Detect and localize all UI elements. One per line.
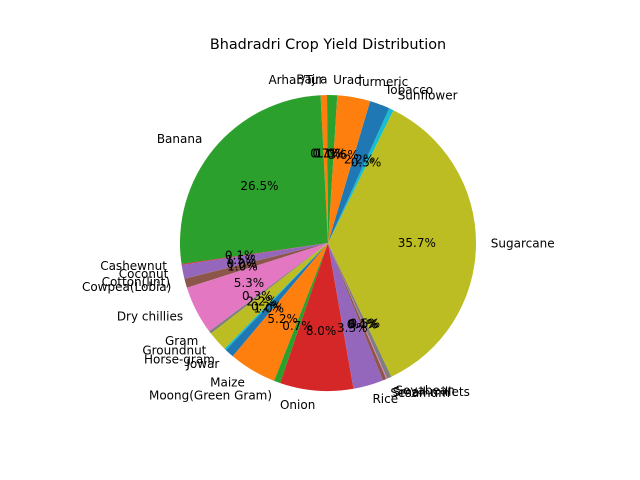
category-label-urad: Urad — [333, 73, 362, 87]
percent-label-small-millets: 0.1% — [348, 317, 379, 331]
pie-slice-sesamum — [328, 243, 387, 381]
percent-label-turmeric: 3.6% — [328, 148, 359, 162]
pie-slice-turmeric — [328, 95, 371, 243]
percent-label-soyabean: 0.5% — [350, 316, 381, 330]
pie-slice-groundnut — [210, 243, 328, 349]
pie-slice-horse-gram — [224, 243, 328, 351]
category-label-maize: Maize — [210, 375, 245, 389]
percent-label-bajra: 0.1% — [312, 147, 343, 161]
pie-slice-tobacco — [328, 101, 390, 244]
pie-slice-cashewnut — [181, 243, 328, 265]
percent-label-horse-gram: 0.2% — [251, 299, 282, 313]
category-label-dry-chillies: Dry chillies — [117, 310, 183, 324]
pie-slice-moong-green-gram — [274, 243, 328, 384]
percent-label-coconut: 1.5% — [226, 253, 257, 267]
pie-slice-gram — [209, 243, 328, 334]
percent-label-banana: 26.5% — [240, 179, 278, 193]
pie-slice-urad — [328, 95, 338, 243]
category-label-onion: Onion — [280, 398, 315, 412]
category-label-gram: Gram — [165, 334, 198, 348]
pie-slice-small-millets — [328, 243, 388, 379]
pie-slice-cowpea-lobia — [184, 243, 328, 288]
pie-slice-bajra — [327, 94, 328, 243]
pie-slice-rice — [328, 243, 383, 389]
percent-label-cowpea-lobia: 1.0% — [227, 260, 258, 274]
category-label-turmeric: Turmeric — [355, 75, 408, 89]
category-label-bajra: Bajra — [296, 73, 327, 87]
pie-slices — [180, 94, 477, 392]
category-label-moong-green-gram: Moong(Green Gram) — [149, 388, 272, 402]
pie-slice-banana — [180, 95, 328, 265]
category-label-cotton-lint: Cotton(lint) — [102, 275, 170, 289]
category-label-rice: Rice — [372, 392, 398, 406]
percent-label-sunflower: 0.5% — [351, 155, 382, 169]
percent-label-moong-green-gram: 0.7% — [282, 319, 313, 333]
percent-label-sesamum: 0.4% — [347, 318, 378, 332]
category-label-tobacco: Tobacco — [384, 83, 433, 97]
pie-slice-sugarcane — [328, 110, 477, 377]
percent-labels: 0.1%0.7%26.5%0.1%1.5%0.0%1.0%5.3%0.3%2.2… — [225, 147, 436, 338]
category-label-small-millets: Small millets — [393, 385, 470, 399]
category-label-cowpea-lobia: Cowpea(Lobia) — [82, 280, 171, 294]
pie-slice-cotton-lint — [184, 243, 328, 279]
category-label-cashewnut: Cashewnut — [100, 259, 167, 273]
percent-label-arhar-tur: 0.7% — [310, 147, 341, 161]
pie-slice-onion — [280, 243, 354, 392]
percent-label-maize: 5.2% — [267, 312, 298, 326]
pie-slice-arhar-tur — [320, 95, 328, 243]
percent-label-sugarcane: 35.7% — [398, 236, 436, 250]
pie-slice-soyabean — [328, 243, 392, 379]
percent-label-rice: 3.3% — [337, 321, 368, 335]
pie-slice-sunflower — [328, 108, 394, 244]
category-label-horse-gram: Horse-gram — [144, 353, 215, 367]
category-label-banana: Banana — [157, 132, 203, 146]
category-label-arhar-tur: Arhar/Tur — [268, 73, 323, 87]
percent-label-groundnut: 2.2% — [246, 295, 277, 309]
percent-label-cotton-lint: 0.0% — [227, 257, 258, 271]
percent-label-gram: 0.3% — [242, 289, 273, 303]
pie-slice-dry-chillies — [186, 243, 328, 332]
pie-slice-jowar — [225, 243, 328, 357]
category-label-jowar: Jowar — [185, 357, 219, 371]
category-label-coconut: Coconut — [119, 267, 169, 281]
percent-label-dry-chillies: 5.3% — [234, 276, 265, 290]
pie-slice-coconut — [181, 243, 328, 279]
percent-label-tobacco: 2.2% — [344, 152, 375, 166]
category-label-sesamum: Sesamum — [390, 386, 450, 400]
category-label-soyabean: Soyabean — [395, 384, 454, 398]
percent-label-onion: 8.0% — [306, 324, 337, 338]
category-label-sunflower: Sunflower — [398, 88, 458, 102]
category-label-sugarcane: Sugarcane — [491, 237, 555, 251]
percent-label-cashewnut: 0.1% — [225, 248, 256, 262]
percent-label-urad: 1.0% — [316, 147, 347, 161]
pie-slice-maize — [232, 243, 328, 381]
percent-label-jowar: 1.0% — [254, 302, 285, 316]
chart-title: Bhadradri Crop Yield Distribution — [210, 37, 446, 53]
category-label-groundnut: Groundnut — [142, 344, 206, 358]
